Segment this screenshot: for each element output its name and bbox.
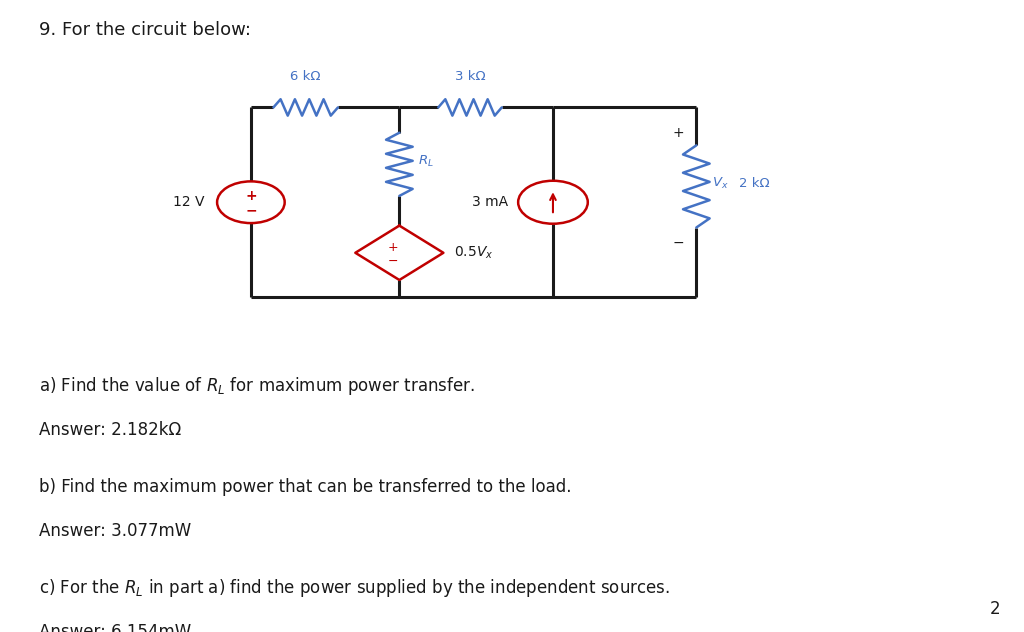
Text: 0.5$V_x$: 0.5$V_x$ (454, 245, 493, 261)
Text: Answer: 6.154mW: Answer: 6.154mW (39, 623, 191, 632)
Text: 3 mA: 3 mA (472, 195, 508, 209)
Text: b) Find the maximum power that can be transferred to the load.: b) Find the maximum power that can be tr… (39, 478, 571, 495)
Text: 12 V: 12 V (173, 195, 205, 209)
Text: Answer: 3.077mW: Answer: 3.077mW (39, 522, 191, 540)
Text: a) Find the value of $R_L$ for maximum power transfer.: a) Find the value of $R_L$ for maximum p… (39, 375, 475, 396)
Text: +: + (672, 126, 684, 140)
Text: −: − (672, 236, 684, 250)
Text: 2: 2 (990, 600, 1000, 618)
Text: −: − (388, 255, 398, 268)
Text: $V_x$: $V_x$ (712, 176, 728, 191)
Text: 3 kΩ: 3 kΩ (455, 70, 485, 83)
Text: 2 kΩ: 2 kΩ (739, 177, 770, 190)
Text: c) For the $R_L$ in part a) find the power supplied by the independent sources.: c) For the $R_L$ in part a) find the pow… (39, 577, 670, 599)
Text: −: − (245, 204, 257, 217)
Text: +: + (388, 241, 398, 253)
Text: 6 kΩ: 6 kΩ (291, 70, 321, 83)
Text: $R_L$: $R_L$ (418, 154, 433, 169)
Text: +: + (245, 189, 257, 203)
Text: Answer: 2.182kΩ: Answer: 2.182kΩ (39, 421, 181, 439)
Text: 9. For the circuit below:: 9. For the circuit below: (39, 21, 251, 39)
